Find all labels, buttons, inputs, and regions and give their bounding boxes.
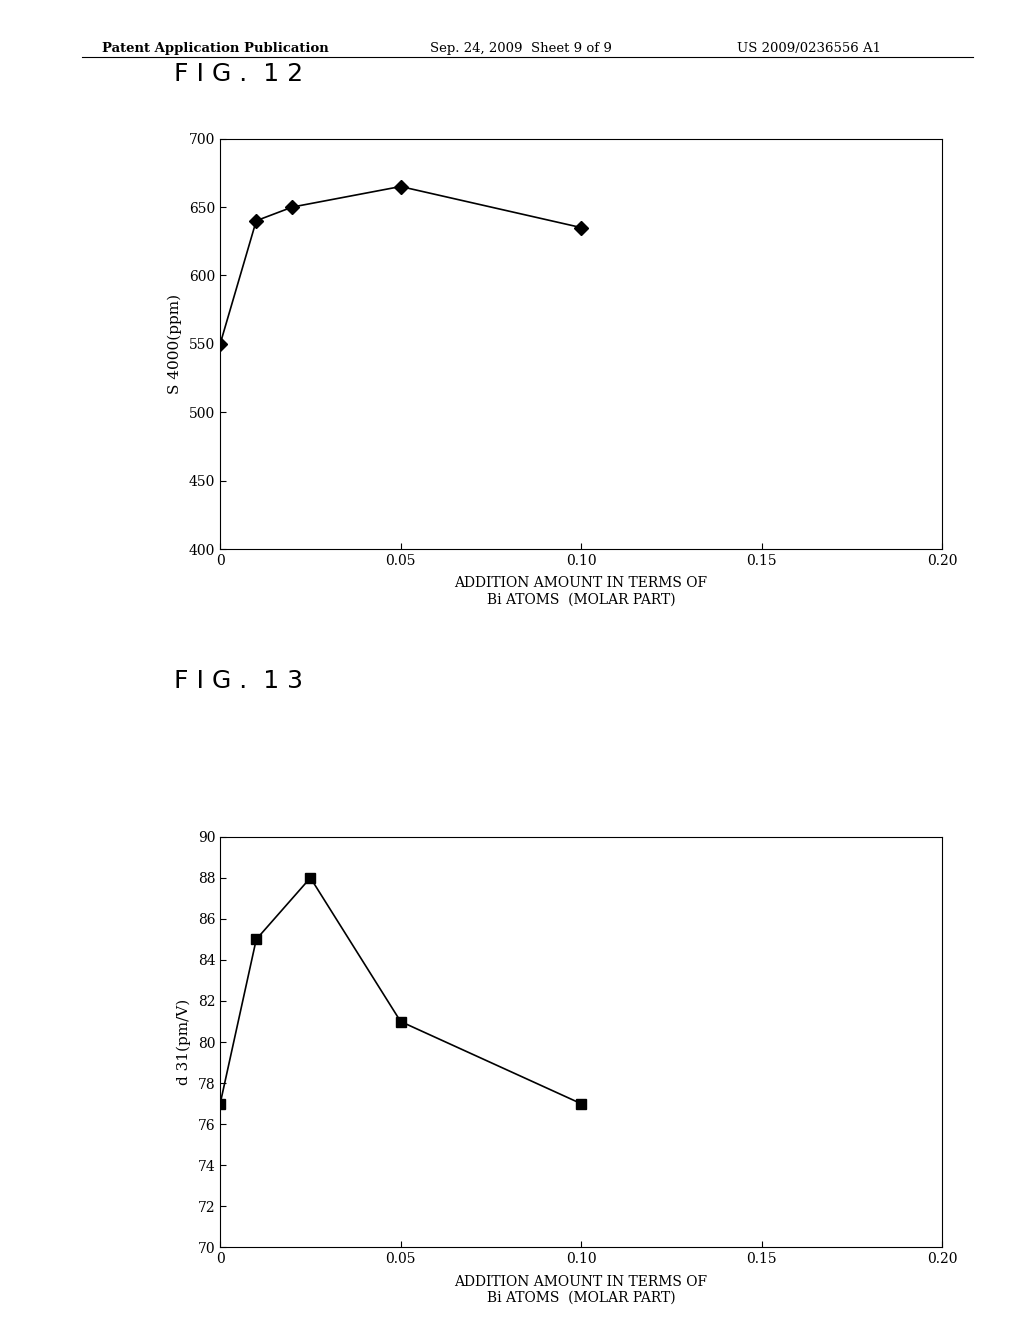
- Text: F I G .  1 2: F I G . 1 2: [174, 62, 303, 86]
- Y-axis label: S 4000(ppm): S 4000(ppm): [168, 294, 182, 393]
- X-axis label: ADDITION AMOUNT IN TERMS OF
Bi ATOMS  (MOLAR PART): ADDITION AMOUNT IN TERMS OF Bi ATOMS (MO…: [455, 1275, 708, 1304]
- Text: Patent Application Publication: Patent Application Publication: [102, 42, 329, 55]
- Text: F I G .  1 3: F I G . 1 3: [174, 669, 303, 693]
- Text: Sep. 24, 2009  Sheet 9 of 9: Sep. 24, 2009 Sheet 9 of 9: [430, 42, 612, 55]
- X-axis label: ADDITION AMOUNT IN TERMS OF
Bi ATOMS  (MOLAR PART): ADDITION AMOUNT IN TERMS OF Bi ATOMS (MO…: [455, 577, 708, 607]
- Y-axis label: d 31(pm/V): d 31(pm/V): [176, 999, 190, 1085]
- Text: US 2009/0236556 A1: US 2009/0236556 A1: [737, 42, 882, 55]
